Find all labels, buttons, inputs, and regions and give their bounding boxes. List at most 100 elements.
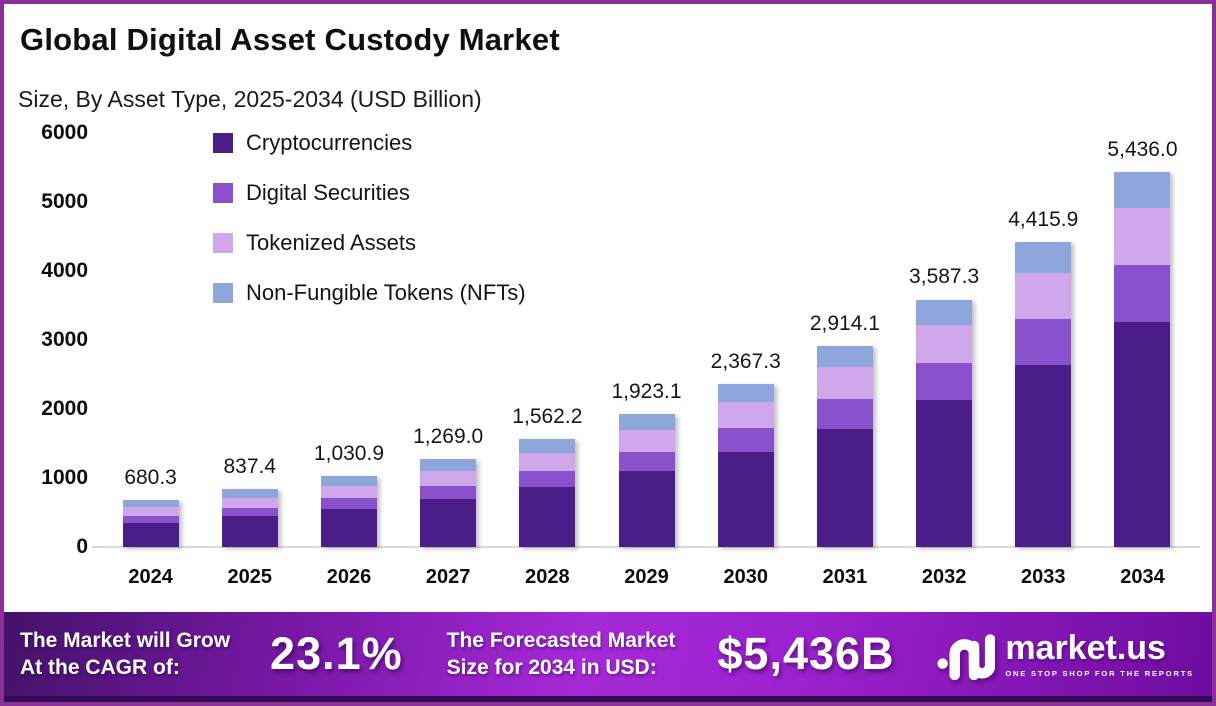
stacked-bar-2025 [221,489,278,547]
legend-item: Digital Securities [213,180,526,206]
bar-group-2026: 1,030.9 [299,133,398,547]
bar-segment [618,471,675,547]
x-axis-tick-label: 2030 [723,566,768,588]
stacked-bar-2030 [717,383,774,547]
bar-total-label: 4,415.9 [1008,208,1079,232]
bar-segment [816,399,873,429]
legend-item: Non-Fungible Tokens (NFTs) [213,280,526,306]
bar-total-label: 1,030.9 [313,441,385,465]
bar-segment [122,522,179,547]
x-axis-tick-label: 2025 [227,566,273,588]
bar-segment [420,486,477,499]
stacked-bar-2029 [618,414,675,547]
page-subtitle: Size, By Asset Type, 2025-2034 (USD Bill… [18,86,482,112]
bar-segment [221,516,278,547]
bar-total-label: 837.4 [223,455,277,479]
bar-segment [221,508,278,517]
bar-segment [916,324,973,364]
legend-label: Non-Fungible Tokens (NFTs) [246,280,526,305]
page-title: Global Digital Asset Custody Market [20,22,560,57]
y-axis-tick-label: 0 [76,535,88,558]
bar-group-2030: 2,367.3 [696,133,795,547]
bar-segment [717,383,774,403]
bar-segment [320,498,377,509]
bar-segment [221,489,278,498]
forecast-label: The Forecasted Market Size for 2034 in U… [447,627,676,682]
bar-segment [618,414,675,431]
bar-segment [221,497,278,509]
bar-segment [122,515,179,523]
marketus-logo: market.us ONE STOP SHOP FOR THE REPORTS [937,628,1194,680]
x-axis-tick-label: 2027 [425,566,471,588]
bar-group-2034: 5,436.0 [1093,133,1192,547]
bar-segment [816,367,873,400]
x-axis-tick-label: 2026 [326,566,372,588]
bar-segment [1015,272,1072,320]
legend-item: Tokenized Assets [213,230,526,256]
y-axis-tick-label: 4000 [41,259,88,282]
bar-segment [618,430,675,452]
bar-segment [1015,365,1072,547]
x-axis-tick-label: 2034 [1120,566,1165,588]
bar-group-2024: 680.3 [101,133,200,547]
x-axis-baseline [92,546,1200,548]
stacked-bar-2027 [420,459,477,547]
y-axis-tick-label: 2000 [41,397,88,420]
x-axis-tick-label: 2029 [624,566,669,588]
bar-total-label: 3,587.3 [909,265,980,289]
bar-segment [122,500,179,508]
bar-group-2029: 1,923.1 [597,133,696,547]
legend-swatch-icon [213,283,233,303]
legend-swatch-icon [213,183,233,203]
bar-segment [717,428,774,453]
bar-segment [320,485,377,499]
y-axis-tick-label: 3000 [41,328,88,351]
bar-segment [420,471,477,487]
stacked-bar-2033 [1015,242,1072,547]
bar-total-label: 2,914.1 [809,311,880,335]
bar-segment [519,486,576,547]
legend-label: Digital Securities [246,180,410,205]
stacked-bar-2034 [1114,171,1171,547]
bar-group-2025: 837.4 [200,133,299,547]
forecast-value: $5,436B [717,628,895,679]
y-axis-tick-label: 5000 [41,190,88,213]
forecast-label-line1: The Forecasted Market [446,628,676,652]
bar-group-2027: 1,269.0 [399,133,498,547]
cagr-value: 23.1% [270,628,403,679]
stacked-bar-2024 [122,500,179,547]
bar-segment [1015,242,1072,273]
bar-segment [122,507,179,516]
x-axis: 2024 2025 2026 2027 2028 2029 2030 2031 2032 2033… [101,566,1192,589]
bar-total-label: 2,367.3 [710,349,781,373]
bar-total-label: 680.3 [124,466,177,490]
x-axis-tick-label: 2033 [1021,566,1066,588]
bottom-banner: The Market will Grow At the CAGR of: 23.… [4,612,1212,702]
legend-label: Tokenized Assets [246,230,416,255]
bar-segment [420,498,477,547]
forecast-label-line2: Size for 2034 in USD: [446,656,657,679]
bar-segment [1114,171,1171,208]
bar-segment [816,345,873,368]
bar-chart-plot: 680.3 837.4 1,030.9 1,269.0 1,562.2 1,923.1 2,… [101,133,1192,547]
x-axis-tick-label: 2032 [921,566,967,588]
bar-group-2028: 1,562.2 [498,133,597,547]
x-axis-tick-label: 2031 [822,566,868,588]
legend-label: Cryptocurrencies [246,130,413,155]
y-axis-tick-label: 6000 [41,121,88,144]
bar-segment [320,475,377,486]
bar-total-label: 1,923.1 [611,380,682,404]
x-axis-tick-label: 2028 [525,566,570,588]
y-axis-tick-label: 1000 [41,466,88,489]
bar-segment [1114,207,1171,265]
stacked-bar-2026 [320,475,377,547]
stacked-bar-2028 [519,439,576,547]
bar-segment [618,452,675,472]
marketus-logo-text: market.us [1005,628,1166,667]
bar-segment [1015,319,1072,366]
legend-swatch-icon [213,233,233,253]
marketus-logo-text-block: market.us ONE STOP SHOP FOR THE REPORTS [1005,631,1194,678]
bar-segment [1114,264,1171,322]
bar-group-2032: 3,587.3 [895,133,994,547]
